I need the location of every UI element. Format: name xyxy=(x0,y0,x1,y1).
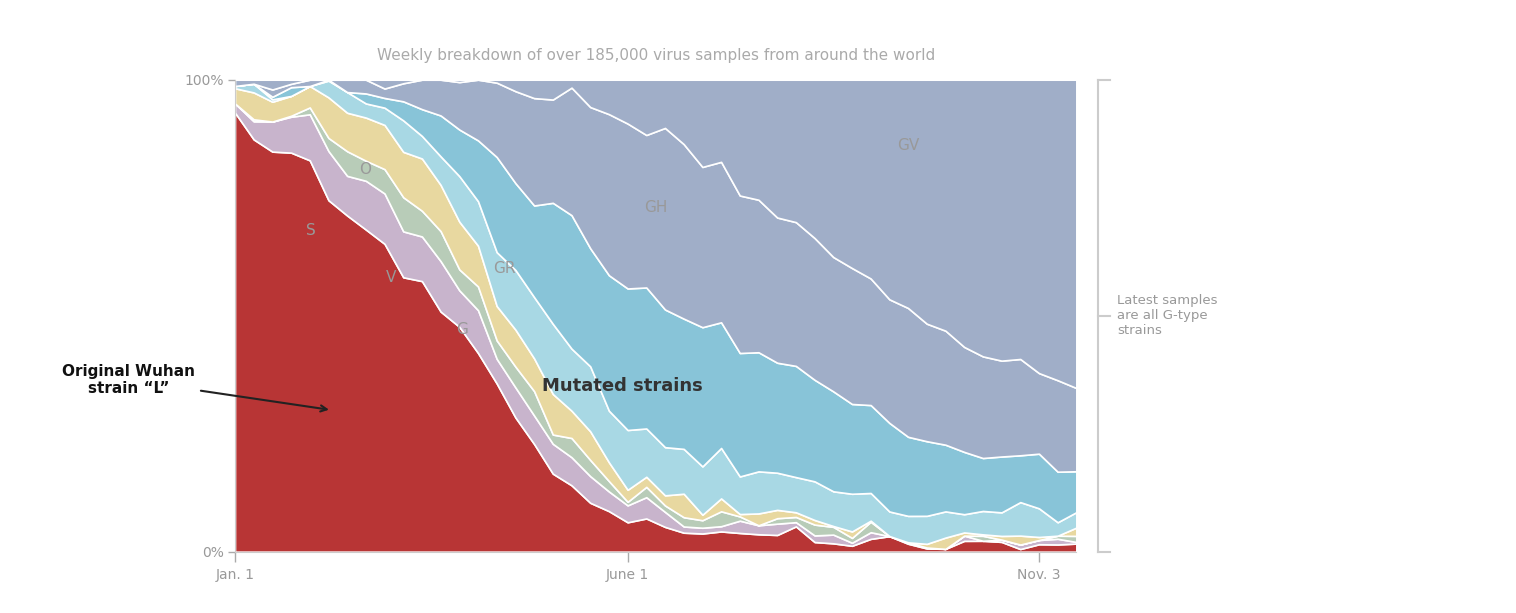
Text: Mutated strains: Mutated strains xyxy=(541,378,702,395)
Text: GV: GV xyxy=(897,139,919,153)
Text: Latest samples
are all G-type
strains: Latest samples are all G-type strains xyxy=(1117,294,1217,337)
Text: S: S xyxy=(306,223,315,238)
Text: O: O xyxy=(359,162,371,177)
Title: Weekly breakdown of over 185,000 virus samples from around the world: Weekly breakdown of over 185,000 virus s… xyxy=(376,48,935,63)
Text: V: V xyxy=(385,270,396,286)
Text: GR: GR xyxy=(493,261,515,276)
Text: G: G xyxy=(456,322,468,337)
Text: GH: GH xyxy=(644,200,667,215)
Text: Original Wuhan
strain “L”: Original Wuhan strain “L” xyxy=(62,364,326,411)
